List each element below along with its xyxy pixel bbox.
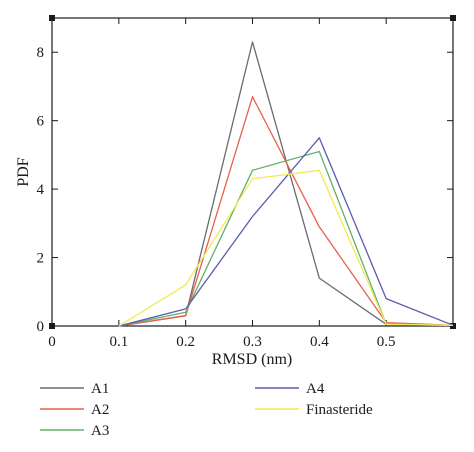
legend-label: A4 bbox=[306, 381, 325, 397]
y-tick-label: 2 bbox=[37, 251, 45, 267]
series-line-a1 bbox=[118, 41, 454, 327]
legend-item-finasteride: Finasteride bbox=[255, 402, 373, 418]
y-axis-title: PDF bbox=[15, 157, 32, 186]
series-line-a2 bbox=[118, 96, 454, 327]
x-tick-label: 0.3 bbox=[243, 334, 262, 350]
legend-label: Finasteride bbox=[306, 402, 373, 418]
legend-item-a1: A1 bbox=[40, 381, 109, 397]
plot-frame bbox=[49, 15, 456, 329]
series-lines bbox=[118, 41, 454, 327]
legend-item-a2: A2 bbox=[40, 402, 109, 418]
legend-label: A3 bbox=[91, 423, 109, 439]
plot-border bbox=[51, 17, 454, 327]
legend: A1 A2 A3 A4 Finasteride bbox=[40, 381, 373, 439]
series-line-a4 bbox=[118, 137, 454, 327]
series-line-finasteride bbox=[118, 169, 454, 327]
legend-label: A1 bbox=[91, 381, 109, 397]
y-tick-label: 4 bbox=[37, 182, 45, 198]
x-axis-ticks: 0 0.1 0.2 0.3 0.4 0.5 bbox=[48, 18, 396, 350]
y-tick-label: 0 bbox=[37, 319, 45, 335]
x-axis-title: RMSD (nm) bbox=[212, 351, 292, 368]
x-tick-label: 0.2 bbox=[176, 334, 195, 350]
y-axis-ticks: 0 2 4 6 8 bbox=[37, 45, 453, 335]
legend-label: A2 bbox=[91, 402, 109, 418]
x-tick-label: 0 bbox=[48, 334, 56, 350]
legend-item-a3: A3 bbox=[40, 423, 109, 439]
x-tick-label: 0.5 bbox=[377, 334, 396, 350]
corner-marker bbox=[450, 15, 456, 21]
x-tick-label: 0.1 bbox=[109, 334, 128, 350]
legend-item-a4: A4 bbox=[255, 381, 325, 397]
x-tick-label: 0.4 bbox=[310, 334, 329, 350]
y-tick-label: 8 bbox=[37, 45, 45, 61]
y-tick-label: 6 bbox=[37, 114, 45, 130]
